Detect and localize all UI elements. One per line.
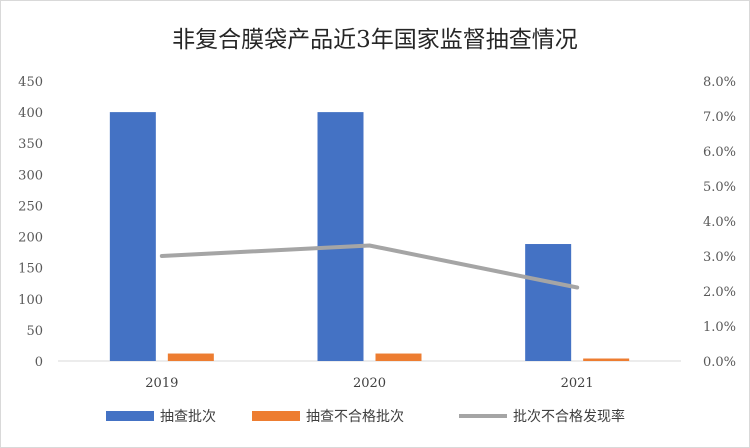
legend-item: 抽查批次 [106,409,216,425]
y-right-tick-label: 8.0% [703,75,736,90]
legend-swatch [106,411,154,421]
bar [375,353,422,361]
y-right-tick-label: 7.0% [703,110,736,125]
legend-label: 抽查批次 [160,409,216,425]
y-left-tick-label: 400 [18,106,43,121]
legend-item: 批次不合格发现率 [459,408,625,425]
legend-label: 抽查不合格批次 [306,409,404,425]
y-right-tick-label: 3.0% [703,250,736,265]
y-left-tick-label: 300 [18,168,43,183]
y-left-tick-label: 450 [18,75,43,90]
legend: 抽查批次 抽查不合格批次 批次不合格发现率 [106,408,625,425]
series-line [159,243,580,290]
y-left-tick-label: 350 [18,137,43,152]
y-left-tick-label: 50 [26,324,43,339]
bar [583,358,630,361]
x-tick-label: 2020 [353,376,386,391]
x-tick-label: 2021 [561,376,594,391]
bar [317,112,364,361]
bar [109,112,156,361]
y-right-tick-label: 1.0% [703,320,736,335]
x-tick-label: 2019 [145,376,178,391]
bar [525,244,572,361]
legend-label: 批次不合格发现率 [513,408,625,425]
x-axis: 2019 2020 2021 [145,376,593,391]
y-right-tick-label: 2.0% [703,285,736,300]
y-right-tick-label: 4.0% [703,215,736,230]
bars [109,112,630,361]
y-left-tick-label: 250 [18,199,43,214]
legend-item: 抽查不合格批次 [252,409,404,425]
legend-swatch [252,411,300,421]
y-left-tick-label: 0 [35,355,43,370]
y-left-tick-label: 200 [18,231,43,246]
y-left-tick-label: 100 [18,293,43,308]
y-right-tick-label: 0.0% [703,355,736,370]
y-axis-right: 0.0% 1.0% 2.0% 3.0% 4.0% 5.0% 6.0% 7.0% 8.0% [703,75,736,370]
y-right-tick-label: 6.0% [703,145,736,160]
y-axis-left: 0 50 100 150 200 250 300 350 400 450 [18,75,43,370]
y-right-tick-label: 5.0% [703,180,736,195]
y-left-tick-label: 150 [18,262,43,277]
bar [167,353,214,361]
chart-title: 非复合膜袋产品近3年国家监督抽查情况 [172,27,578,53]
line-series [159,243,580,290]
